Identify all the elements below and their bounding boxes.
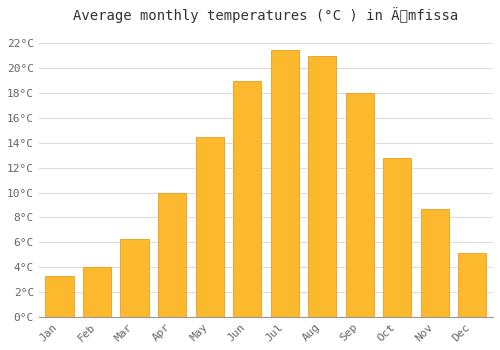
Bar bbox=[233, 81, 261, 317]
Bar bbox=[120, 238, 148, 317]
Bar bbox=[458, 253, 486, 317]
Bar bbox=[158, 193, 186, 317]
Bar bbox=[308, 56, 336, 317]
Bar bbox=[383, 158, 412, 317]
Bar bbox=[196, 136, 224, 317]
Bar bbox=[270, 50, 299, 317]
Bar bbox=[83, 267, 111, 317]
Bar bbox=[46, 276, 74, 317]
Title: Average monthly temperatures (°C ) in Ä​mfissa: Average monthly temperatures (°C ) in Ä​… bbox=[74, 7, 458, 23]
Bar bbox=[346, 93, 374, 317]
Bar bbox=[421, 209, 449, 317]
